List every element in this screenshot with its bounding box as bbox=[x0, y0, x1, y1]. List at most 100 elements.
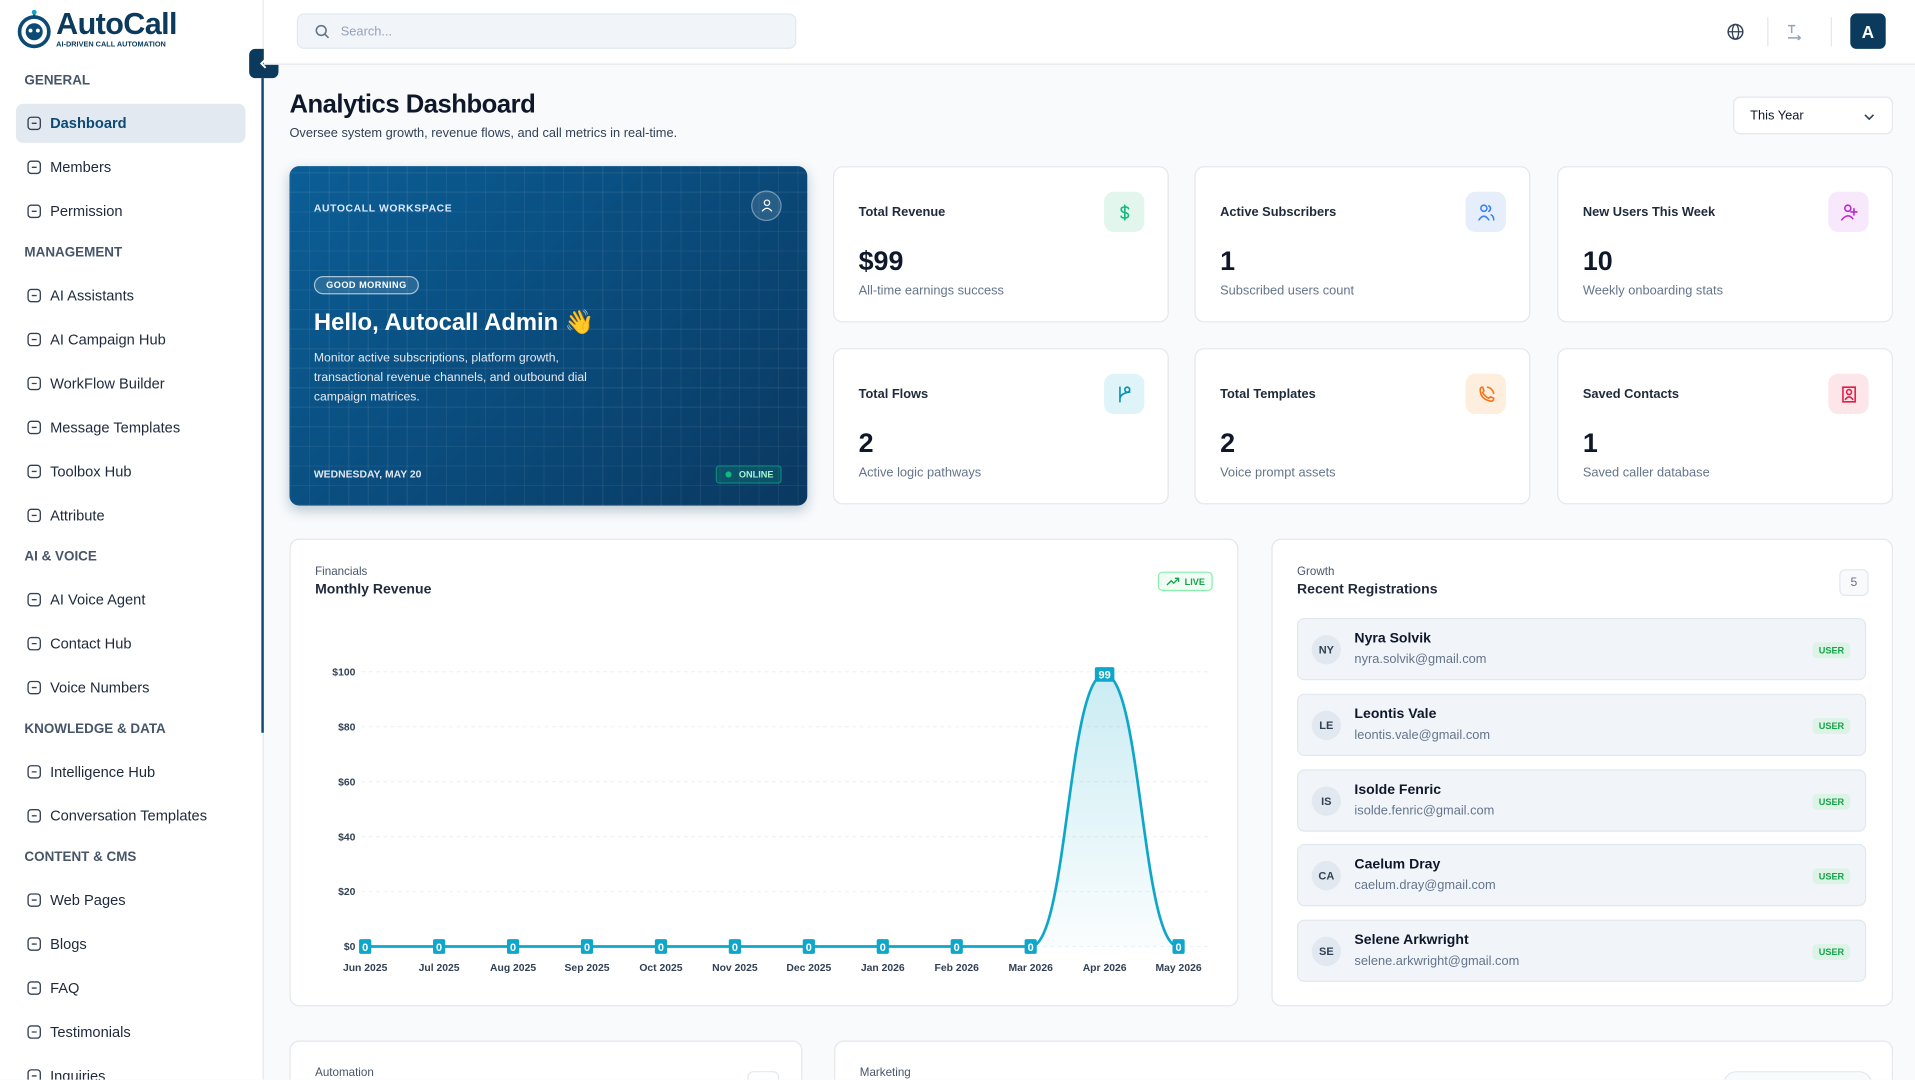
data-label-box bbox=[1094, 667, 1115, 682]
search-placeholder: Search... bbox=[340, 24, 393, 40]
registration-row[interactable]: CA Caelum Dray caelum.dray@gmail.com USER bbox=[1297, 844, 1867, 907]
nav-icon bbox=[27, 288, 41, 303]
workspace-label: AUTOCALL WORKSPACE bbox=[313, 201, 453, 214]
stat-label: Saved Contacts bbox=[1582, 387, 1680, 402]
nav-item[interactable]: Inquiries bbox=[16, 1056, 246, 1080]
nav-item[interactable]: Dashboard bbox=[15, 103, 246, 143]
nav-item-label: Attribute bbox=[50, 506, 105, 524]
nav-item[interactable]: Permission bbox=[16, 192, 246, 231]
nav-item[interactable]: Blogs bbox=[16, 925, 246, 964]
card-section: Automation bbox=[315, 1066, 374, 1080]
card-section: Growth bbox=[1297, 565, 1335, 579]
icon-shape bbox=[27, 464, 41, 479]
nav-icon bbox=[27, 1069, 41, 1080]
user-role: USER bbox=[1812, 642, 1851, 659]
stat-icon bbox=[1465, 373, 1506, 415]
nav-item[interactable]: AI Assistants bbox=[16, 276, 246, 315]
data-label: 0 bbox=[954, 942, 960, 954]
user-initials: IS bbox=[1311, 785, 1341, 816]
nav-item[interactable]: Contact Hub bbox=[16, 624, 246, 663]
registration-row[interactable]: LE Leontis Vale leontis.vale@gmail.com USER bbox=[1297, 693, 1867, 756]
registration-row[interactable]: IS Isolde Fenric isolde.fenric@gmail.com US… bbox=[1297, 768, 1867, 832]
nav-item[interactable]: Members bbox=[16, 148, 246, 187]
logo-icon bbox=[17, 9, 51, 49]
nav-item[interactable]: Voice Numbers bbox=[16, 668, 246, 707]
stat-label: Active Subscribers bbox=[1220, 205, 1337, 220]
icon-shape bbox=[27, 937, 41, 951]
data-label: 0 bbox=[806, 942, 812, 954]
stat-caption: Voice prompt assets bbox=[1220, 465, 1336, 480]
live-text: LIVE bbox=[1184, 576, 1206, 588]
brand-name: AutoCall bbox=[56, 7, 177, 42]
user-email: leontis.vale@gmail.com bbox=[1354, 727, 1491, 743]
language-button[interactable] bbox=[1727, 23, 1744, 40]
nav-item-label: AI Campaign Hub bbox=[50, 330, 166, 349]
nav-item[interactable]: Message Templates bbox=[16, 408, 246, 447]
icon-shape bbox=[1478, 385, 1494, 402]
user-initials: SE bbox=[1311, 936, 1341, 967]
nav-icon bbox=[27, 937, 41, 951]
user-role: USER bbox=[1812, 868, 1851, 885]
card-section: Financials bbox=[315, 565, 368, 579]
page-subtitle: Oversee system growth, revenue flows, an… bbox=[289, 125, 678, 141]
nav-icon bbox=[27, 893, 41, 907]
user-avatar[interactable]: A bbox=[1850, 13, 1886, 49]
data-label-box bbox=[1172, 939, 1185, 954]
icon-shape bbox=[27, 592, 41, 607]
x-tick-label: Oct 2025 bbox=[639, 963, 682, 974]
stat-caption: All-time earnings success bbox=[858, 283, 1004, 298]
nav-item[interactable]: Attribute bbox=[16, 496, 246, 535]
search-box[interactable]: Search... bbox=[296, 13, 797, 49]
user-email: selene.arkwright@gmail.com bbox=[1354, 953, 1520, 969]
count-badge: 5 bbox=[1839, 569, 1869, 596]
y-tick-label: $80 bbox=[338, 722, 356, 733]
nav-icon bbox=[27, 376, 41, 391]
stat-value: 2 bbox=[858, 427, 874, 458]
nav-item[interactable]: FAQ bbox=[16, 968, 246, 1007]
data-label: 0 bbox=[436, 942, 442, 954]
live-badge: LIVE bbox=[1157, 571, 1213, 592]
user-initials: LE bbox=[1311, 710, 1341, 740]
icon-shape bbox=[27, 981, 41, 995]
user-role: USER bbox=[1812, 717, 1851, 734]
registration-row[interactable]: SE Selene Arkwright selene.arkwright@gmail… bbox=[1297, 919, 1867, 982]
current-date: WEDNESDAY, MAY 20 bbox=[313, 467, 422, 480]
x-tick-label: Dec 2025 bbox=[786, 963, 831, 974]
nav-item[interactable]: Conversation Templates bbox=[16, 796, 246, 835]
nav-item[interactable]: WorkFlow Builder bbox=[16, 364, 246, 403]
user-role: USER bbox=[1812, 793, 1851, 810]
nav-item[interactable]: AI Campaign Hub bbox=[16, 320, 246, 359]
icon-shape bbox=[27, 116, 41, 131]
data-label: 0 bbox=[658, 942, 664, 954]
nav-section-title: GENERAL bbox=[24, 73, 91, 88]
nav-icon bbox=[27, 332, 41, 347]
nav-item[interactable]: Toolbox Hub bbox=[16, 452, 246, 491]
icon-shape bbox=[27, 420, 41, 435]
marketing-card: Marketing bbox=[834, 1040, 1894, 1080]
user-name: Caelum Dray bbox=[1354, 857, 1441, 873]
stat-caption: Weekly onboarding stats bbox=[1582, 283, 1724, 298]
x-tick-label: Feb 2026 bbox=[935, 963, 980, 974]
nav-item[interactable]: Web Pages bbox=[16, 881, 246, 920]
registration-row[interactable]: NY Nyra Solvik nyra.solvik@gmail.com USER bbox=[1297, 617, 1867, 681]
period-select[interactable]: This Year bbox=[1733, 96, 1894, 135]
nav-item-label: Intelligence Hub bbox=[50, 763, 156, 781]
icon-shape bbox=[27, 376, 41, 391]
icon-shape bbox=[27, 893, 41, 907]
status-text: ONLINE bbox=[738, 468, 774, 480]
nav-section-title: CONTENT & CMS bbox=[24, 850, 137, 865]
nav-item[interactable]: Intelligence Hub bbox=[16, 752, 246, 791]
nav-item[interactable]: Testimonials bbox=[16, 1012, 246, 1051]
stat-card: Total Flows 2 Active logic pathways bbox=[832, 348, 1169, 505]
translate-button[interactable] bbox=[1786, 23, 1803, 41]
stat-icon-glyph bbox=[1118, 385, 1130, 402]
greeting-badge: GOOD MORNING bbox=[313, 276, 419, 295]
stat-card: Total Templates 2 Voice prompt assets bbox=[1194, 348, 1531, 505]
nav-item[interactable]: AI Voice Agent bbox=[16, 580, 246, 619]
stat-icon bbox=[1828, 373, 1869, 415]
icon-shape bbox=[27, 1025, 41, 1039]
icon-shape bbox=[27, 204, 41, 219]
x-tick-label: Sep 2025 bbox=[565, 963, 610, 974]
nav-icon bbox=[27, 592, 41, 607]
